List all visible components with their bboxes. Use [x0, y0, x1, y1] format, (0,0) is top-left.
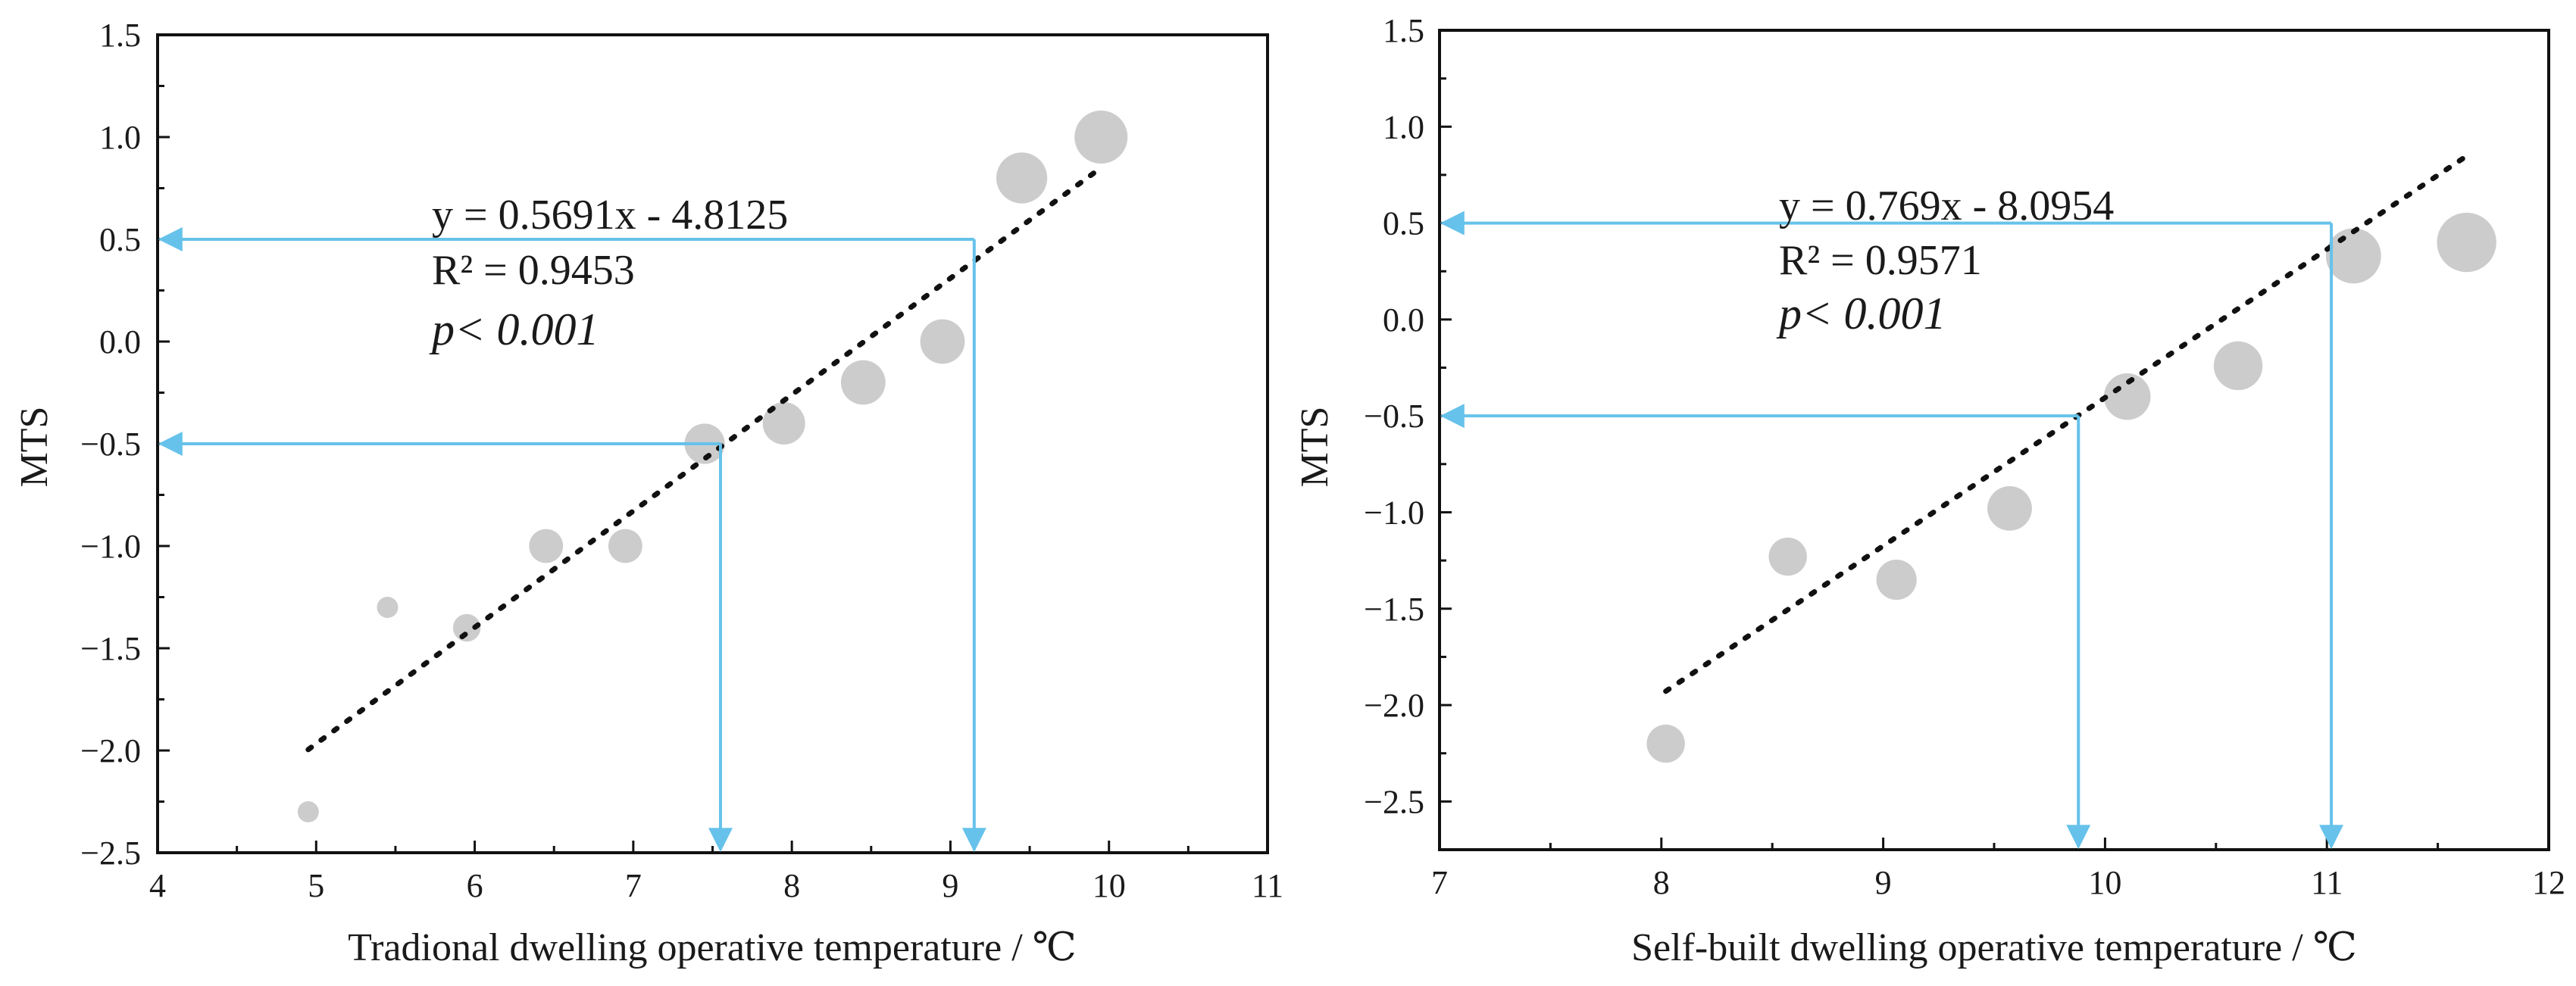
scatter-point-7 — [762, 402, 805, 445]
regression-equation: y = 0.769x - 8.0954 — [1779, 183, 2114, 229]
x-tick-label: 8 — [1653, 864, 1670, 901]
x-tick-label: 7 — [1431, 864, 1448, 901]
y-tick-label: −1.5 — [1364, 591, 1424, 628]
p-value-label: p< 0.001 — [429, 304, 599, 354]
x-tick-label: 12 — [2532, 864, 2565, 901]
scatter-point-7 — [2325, 228, 2381, 284]
scatter-point-1 — [1646, 724, 1685, 763]
y-tick-label: 0.5 — [99, 221, 141, 258]
r-squared-label: R² = 0.9453 — [432, 247, 635, 294]
y-axis-title: MTS — [13, 407, 56, 488]
scatter-point-11 — [1074, 111, 1128, 164]
x-axis-title: Self-built dwelling operative temperatur… — [1631, 926, 2357, 969]
scatter-point-2 — [377, 597, 399, 618]
chart-panel-1: 4 5 6 7 8 9 10 11 −2.5 −2.0 −1.5 −1.0 −0.5 0.0 0.5 1.0 1… — [13, 17, 1283, 969]
y-tick-label: −2.5 — [80, 835, 141, 872]
plot-frame — [1438, 29, 2550, 851]
scatter-point-1 — [297, 801, 319, 822]
y-tick-label: 1.0 — [1383, 108, 1424, 145]
x-tick-label: 9 — [1875, 864, 1892, 901]
y-tick-label: 1.5 — [99, 17, 141, 54]
scatter-point-5 — [608, 529, 642, 563]
y-tick-label: 1.5 — [1383, 12, 1424, 49]
y-tick-label: 1.0 — [99, 119, 141, 156]
x-tick-label: 7 — [625, 867, 642, 904]
x-tick-label: 8 — [783, 867, 800, 904]
y-axis-title: MTS — [1293, 407, 1336, 488]
trendline — [305, 164, 1104, 753]
y-tick-label: −1.0 — [80, 528, 141, 565]
x-tick-label: 10 — [2088, 864, 2121, 901]
y-tick-label: −0.5 — [80, 426, 141, 463]
chart-panel-2: 7 8 9 10 11 12 −2.5 −2.0 −1.5 −1.0 −0.5 0.0 0.5 1.0 1.… — [1293, 12, 2565, 969]
regression-equation: y = 0.5691x - 4.8125 — [432, 192, 788, 239]
scatter-point-8 — [2437, 212, 2496, 273]
x-tick-label: 11 — [2311, 864, 2343, 901]
y-tick-label: 0.5 — [1383, 205, 1424, 242]
scatter-point-4 — [529, 529, 564, 563]
x-tick-label: 5 — [308, 867, 324, 904]
x-tick-label: 9 — [942, 867, 958, 904]
p-value-label: p< 0.001 — [1776, 289, 1946, 339]
trendline — [1663, 153, 2470, 694]
scatter-point-10 — [996, 152, 1048, 204]
scatter-point-4 — [1987, 485, 2032, 531]
y-tick-label: 0.0 — [99, 323, 141, 360]
r-squared-label: R² = 0.9571 — [1779, 237, 1982, 284]
y-tick-label: −2.0 — [1364, 687, 1424, 724]
scatter-point-5 — [2103, 373, 2151, 420]
scatter-point-9 — [920, 319, 965, 364]
x-tick-label: 4 — [149, 867, 166, 904]
x-tick-label: 10 — [1093, 867, 1126, 904]
scatter-point-3 — [1876, 559, 1917, 601]
y-tick-label: −1.0 — [1364, 494, 1424, 531]
y-tick-label: −0.5 — [1364, 398, 1424, 435]
x-tick-label: 11 — [1252, 867, 1283, 904]
x-tick-label: 6 — [467, 867, 483, 904]
scatter-point-3 — [452, 613, 481, 642]
scatter-point-8 — [840, 360, 886, 405]
scatter-point-2 — [1768, 537, 1807, 576]
y-tick-label: −2.0 — [80, 732, 141, 769]
y-tick-label: −1.5 — [80, 630, 141, 667]
x-axis-title: Tradional dwelling operative temperature… — [348, 926, 1077, 969]
y-tick-label: 0.0 — [1383, 301, 1424, 339]
y-tick-label: −2.5 — [1364, 783, 1424, 820]
scatter-point-6 — [2213, 341, 2263, 391]
